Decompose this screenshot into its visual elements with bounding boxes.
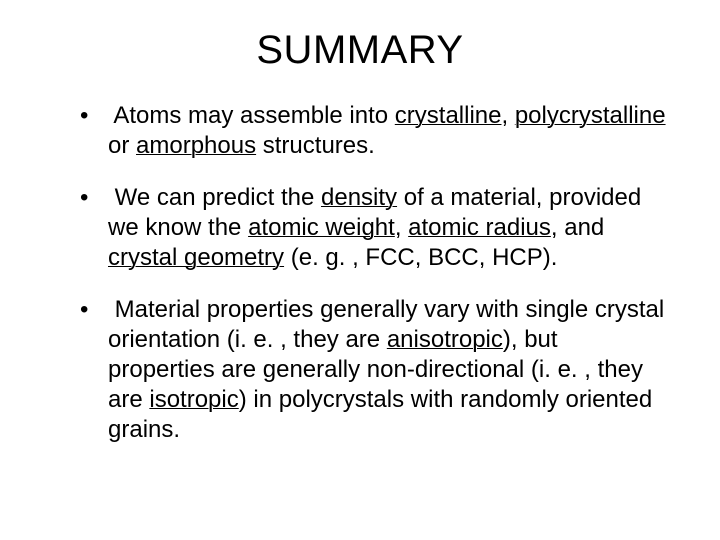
underlined-term: crystal geometry (108, 244, 284, 271)
bullet-list: Atoms may assemble into crystalline, pol… (50, 101, 670, 445)
bullet-text: We can predict the (115, 184, 321, 211)
underlined-term: density (321, 184, 397, 211)
slide-title: SUMMARY (50, 28, 670, 73)
underlined-term: atomic radius (408, 214, 551, 241)
bullet-text: structures. (256, 132, 375, 159)
bullet-item: Atoms may assemble into crystalline, pol… (50, 101, 670, 161)
underlined-term: anisotropic (387, 326, 503, 353)
underlined-term: crystalline (395, 102, 502, 129)
bullet-text: Atoms may assemble into (113, 102, 394, 129)
underlined-term: atomic weight (248, 214, 395, 241)
bullet-item: Material properties generally vary with … (50, 295, 670, 445)
slide: SUMMARY Atoms may assemble into crystall… (0, 0, 720, 540)
underlined-term: polycrystalline (515, 102, 666, 129)
bullet-text: , (395, 214, 408, 241)
bullet-text: , (501, 102, 514, 129)
underlined-term: amorphous (136, 132, 256, 159)
underlined-term: isotropic (149, 386, 238, 413)
bullet-item: We can predict the density of a material… (50, 183, 670, 273)
bullet-text: or (108, 132, 136, 159)
bullet-text: , and (551, 214, 604, 241)
bullet-text: (e. g. , FCC, BCC, HCP). (284, 244, 557, 271)
